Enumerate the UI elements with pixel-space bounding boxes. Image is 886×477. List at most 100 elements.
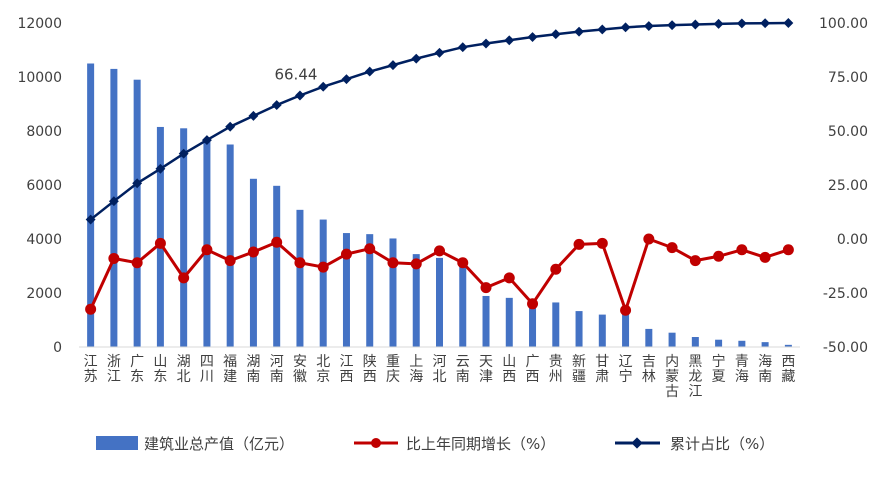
category-label: 江苏: [84, 354, 98, 385]
cumulative-point: [736, 18, 747, 29]
cumulative-point: [411, 53, 422, 64]
growth-point: [550, 263, 562, 275]
category-label: 甘肃: [595, 354, 609, 385]
legend-growth-swatch-marker: [371, 438, 381, 448]
growth-point: [596, 237, 608, 249]
cumulative-point: [574, 26, 584, 37]
bar: [529, 300, 537, 347]
data-label-annotation: 66.44: [274, 65, 317, 83]
cumulative-point: [457, 42, 468, 53]
growth-point: [457, 257, 469, 269]
bar: [273, 185, 281, 347]
category-label: 云南: [456, 354, 470, 385]
cumulative-point: [713, 18, 724, 29]
legend-bar-swatch: [96, 436, 138, 450]
cumulative-point: [178, 148, 189, 159]
left-axis-ticks: 0 2000 4000 6000 8000 10000 12000: [17, 16, 62, 356]
cumulative-point: [364, 66, 375, 77]
bar: [110, 68, 118, 348]
cumulative-point: [760, 18, 771, 29]
category-label: 湖南: [246, 354, 260, 385]
right-tick-label: 100.00: [819, 16, 868, 32]
bar: [482, 295, 490, 347]
legend-cum-swatch-marker: [631, 437, 643, 449]
growth-point: [480, 282, 492, 294]
category-label: 安徽: [293, 354, 307, 385]
growth-point: [782, 244, 794, 256]
bar: [575, 311, 583, 347]
legend-growth-label: 比上年同期增长（%）: [406, 435, 555, 453]
right-tick-label: -25.00: [823, 286, 868, 302]
category-label: 海南: [758, 354, 772, 385]
cumulative-point: [643, 21, 654, 31]
bar: [156, 126, 164, 347]
growth-point: [201, 244, 213, 256]
bar: [505, 297, 513, 347]
bar: [296, 209, 304, 347]
cumulative-point: [108, 196, 119, 207]
growth-point: [317, 261, 329, 273]
bar: [133, 79, 141, 347]
growth-point: [224, 255, 236, 267]
growth-point: [620, 304, 632, 316]
bar: [668, 332, 676, 347]
cumulative-point: [155, 163, 166, 174]
left-tick-label: 6000: [26, 178, 62, 194]
category-label: 辽宁: [619, 354, 633, 385]
cumulative-point: [201, 135, 212, 146]
growth-point: [364, 243, 376, 255]
bar: [691, 337, 699, 347]
bar: [715, 339, 723, 347]
category-label: 河南: [270, 354, 284, 385]
cumulative-point: [527, 32, 538, 42]
category-label: 西藏: [781, 354, 795, 385]
growth-line-series: [85, 233, 794, 316]
growth-point: [131, 257, 143, 269]
category-label: 宁夏: [712, 353, 726, 385]
category-label: 青海: [735, 354, 749, 385]
left-tick-label: 2000: [26, 286, 62, 302]
left-tick-label: 0: [53, 340, 62, 356]
growth-point: [85, 303, 97, 315]
category-label: 浙江: [107, 354, 121, 385]
legend-bar-label: 建筑业总产值（亿元）: [144, 435, 294, 453]
bar: [738, 340, 746, 347]
growth-point: [271, 236, 283, 248]
bar: [319, 219, 327, 347]
category-label: 黑龙江: [688, 354, 702, 400]
bar: [645, 328, 653, 347]
category-label: 吉林: [642, 354, 656, 385]
category-label: 内蒙古: [665, 354, 679, 400]
bar: [249, 178, 257, 347]
bar: [598, 314, 606, 347]
cumulative-point: [783, 18, 794, 28]
bar: [459, 258, 467, 347]
cumulative-point: [271, 100, 282, 111]
growth-point: [527, 298, 539, 310]
cumulative-point: [481, 38, 491, 49]
bar: [87, 63, 95, 347]
cumulative-point: [504, 35, 515, 46]
category-label: 天津: [479, 354, 493, 385]
bar: [226, 144, 234, 347]
growth-point: [666, 242, 678, 254]
cumulative-point: [550, 29, 561, 40]
growth-point: [713, 250, 725, 262]
growth-point: [736, 244, 748, 256]
category-label: 广西: [526, 354, 540, 385]
growth-point: [410, 258, 422, 270]
growth-point: [108, 252, 120, 264]
right-tick-label: 0.00: [837, 232, 868, 248]
right-tick-label: 25.00: [828, 178, 868, 194]
right-tick-label: 50.00: [828, 124, 868, 140]
cumulative-point: [597, 24, 608, 35]
cumulative-point: [248, 110, 259, 121]
left-tick-label: 8000: [26, 124, 62, 140]
category-label: 四川: [200, 354, 214, 385]
growth-point: [689, 255, 701, 267]
bar: [203, 139, 211, 347]
bar: [761, 342, 769, 347]
category-label: 新疆: [572, 354, 586, 385]
bar-series: [87, 63, 792, 348]
